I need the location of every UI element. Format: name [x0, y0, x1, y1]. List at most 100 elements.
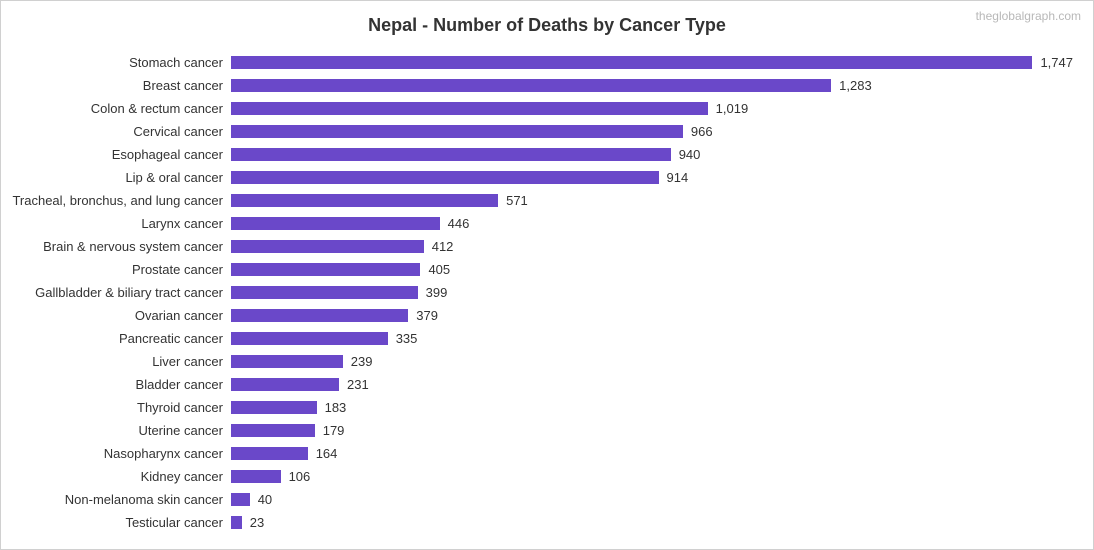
category-label: Ovarian cancer — [1, 308, 231, 323]
category-label: Prostate cancer — [1, 262, 231, 277]
bar-row: Brain & nervous system cancer412 — [1, 235, 1073, 258]
bar-zone: 179 — [231, 419, 1073, 442]
bar-zone: 106 — [231, 465, 1073, 488]
value-label: 183 — [317, 400, 347, 415]
value-label: 405 — [420, 262, 450, 277]
category-label: Lip & oral cancer — [1, 170, 231, 185]
value-label: 1,019 — [708, 101, 749, 116]
bar — [231, 148, 671, 161]
bar — [231, 194, 498, 207]
bar-row: Non-melanoma skin cancer 40 — [1, 488, 1073, 511]
bar-zone: 405 — [231, 258, 1073, 281]
category-label: Brain & nervous system cancer — [1, 239, 231, 254]
bar — [231, 102, 708, 115]
category-label: Tracheal, bronchus, and lung cancer — [1, 193, 231, 208]
bar — [231, 309, 408, 322]
bar-zone: 571 — [231, 189, 1073, 212]
bar-row: Prostate cancer 405 — [1, 258, 1073, 281]
category-label: Colon & rectum cancer — [1, 101, 231, 116]
bar — [231, 378, 339, 391]
value-label: 179 — [315, 423, 345, 438]
category-label: Non-melanoma skin cancer — [1, 492, 231, 507]
bar-row: Stomach cancer1,747 — [1, 51, 1073, 74]
bar-row: Testicular cancer 23 — [1, 511, 1073, 534]
category-label: Breast cancer — [1, 78, 231, 93]
value-label: 399 — [418, 285, 448, 300]
value-label: 106 — [281, 469, 311, 484]
bar-row: Colon & rectum cancer 1,019 — [1, 97, 1073, 120]
category-label: Esophageal cancer — [1, 147, 231, 162]
category-label: Cervical cancer — [1, 124, 231, 139]
bar — [231, 56, 1032, 69]
category-label: Uterine cancer — [1, 423, 231, 438]
bar-zone: 1,019 — [231, 97, 1073, 120]
bar-zone: 239 — [231, 350, 1073, 373]
bar-row: Nasopharynx cancer 164 — [1, 442, 1073, 465]
category-label: Nasopharynx cancer — [1, 446, 231, 461]
category-label: Larynx cancer — [1, 216, 231, 231]
value-label: 335 — [388, 331, 418, 346]
bar-row: Liver cancer 239 — [1, 350, 1073, 373]
bar-row: Gallbladder & biliary tract cancer 399 — [1, 281, 1073, 304]
bar-row: Bladder cancer 231 — [1, 373, 1073, 396]
bar — [231, 125, 683, 138]
category-label: Liver cancer — [1, 354, 231, 369]
bar — [231, 286, 418, 299]
chart-plot-area: Stomach cancer1,747 Breast cancer 1,283 Col… — [1, 51, 1073, 533]
value-label: 239 — [343, 354, 373, 369]
bar — [231, 470, 281, 483]
value-label: 571 — [498, 193, 528, 208]
value-label: 446 — [440, 216, 470, 231]
bar-zone: 399 — [231, 281, 1073, 304]
category-label: Bladder cancer — [1, 377, 231, 392]
value-label: 164 — [308, 446, 338, 461]
bar-zone: 1,747 — [231, 51, 1073, 74]
value-label: 1,747 — [1032, 55, 1073, 70]
bar — [231, 240, 424, 253]
bar — [231, 447, 308, 460]
category-label: Kidney cancer — [1, 469, 231, 484]
bar-zone: 1,283 — [231, 74, 1073, 97]
bar-zone: 183 — [231, 396, 1073, 419]
bar-zone: 335 — [231, 327, 1073, 350]
bar-row: Breast cancer 1,283 — [1, 74, 1073, 97]
bar-zone: 412 — [231, 235, 1073, 258]
value-label: 40 — [250, 492, 272, 507]
bar — [231, 171, 659, 184]
bar-row: Esophageal cancer 940 — [1, 143, 1073, 166]
bar-row: Kidney cancer 106 — [1, 465, 1073, 488]
value-label: 23 — [242, 515, 264, 530]
category-label: Pancreatic cancer — [1, 331, 231, 346]
bar-zone: 231 — [231, 373, 1073, 396]
category-label: Testicular cancer — [1, 515, 231, 530]
category-label: Thyroid cancer — [1, 400, 231, 415]
bar — [231, 263, 420, 276]
bar-zone: 23 — [231, 511, 1073, 534]
bar-zone: 379 — [231, 304, 1073, 327]
value-label: 940 — [671, 147, 701, 162]
bar-row: Tracheal, bronchus, and lung cancer 571 — [1, 189, 1073, 212]
value-label: 379 — [408, 308, 438, 323]
bar-zone: 966 — [231, 120, 1073, 143]
bar — [231, 493, 250, 506]
bar-row: Pancreatic cancer 335 — [1, 327, 1073, 350]
value-label: 231 — [339, 377, 369, 392]
bar — [231, 217, 440, 230]
bar-row: Larynx cancer 446 — [1, 212, 1073, 235]
bar-zone: 940 — [231, 143, 1073, 166]
bar-row: Ovarian cancer 379 — [1, 304, 1073, 327]
bar-row: Cervical cancer 966 — [1, 120, 1073, 143]
value-label: 966 — [683, 124, 713, 139]
bar — [231, 424, 315, 437]
bar — [231, 355, 343, 368]
value-label: 1,283 — [831, 78, 872, 93]
bar — [231, 79, 831, 92]
category-label: Gallbladder & biliary tract cancer — [1, 285, 231, 300]
value-label: 914 — [659, 170, 689, 185]
bar-zone: 164 — [231, 442, 1073, 465]
bar-row: Uterine cancer 179 — [1, 419, 1073, 442]
chart-title: Nepal - Number of Deaths by Cancer Type — [1, 1, 1093, 44]
watermark-text: theglobalgraph.com — [976, 9, 1081, 23]
bar-row: Thyroid cancer 183 — [1, 396, 1073, 419]
bar-row: Lip & oral cancer 914 — [1, 166, 1073, 189]
